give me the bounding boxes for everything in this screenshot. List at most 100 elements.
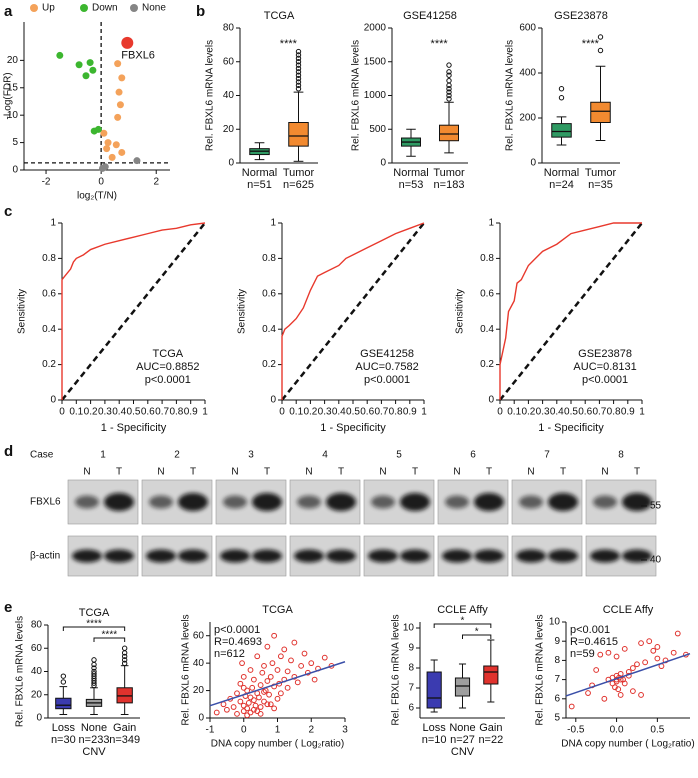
y-tick-label: 0.2: [480, 359, 494, 370]
point: [230, 704, 237, 710]
legend-label: Up: [42, 3, 55, 14]
point: [629, 665, 636, 671]
outlier: [295, 69, 302, 75]
outlier: [446, 86, 452, 92]
band: [371, 495, 395, 509]
reference-line: [61, 222, 206, 401]
band: [622, 493, 652, 511]
y-tick-label: 5: [554, 713, 560, 724]
case-number: 2: [174, 450, 180, 461]
x-axis-label: log₂(T/N): [77, 191, 117, 202]
point: [220, 701, 227, 708]
bracket: [93, 637, 126, 642]
y-tick-label: 10: [403, 623, 415, 634]
point: [254, 653, 261, 660]
point: [254, 708, 261, 715]
band: [622, 549, 652, 563]
x-tick-label: 0: [497, 407, 503, 418]
point: [94, 125, 102, 133]
point: [617, 692, 624, 698]
y-tick-label: 40: [31, 666, 43, 677]
band: [75, 495, 99, 509]
x-tick-label: 0.4: [112, 407, 126, 418]
band: [72, 549, 102, 563]
lane-label: N: [305, 467, 312, 478]
band: [104, 549, 134, 563]
y-tick-label: 60: [223, 56, 235, 67]
y-tick-label: 20: [7, 55, 19, 66]
outlier: [295, 52, 302, 58]
box: [454, 677, 471, 697]
point: [284, 684, 291, 691]
point: [674, 630, 681, 637]
band: [474, 549, 504, 563]
band: [442, 549, 472, 563]
point: [249, 684, 256, 691]
point: [101, 163, 109, 171]
y-tick-label: 60: [193, 630, 205, 641]
point: [103, 145, 111, 153]
x-tick-label: 0.2: [303, 407, 317, 418]
point: [261, 698, 267, 705]
panel-label: e: [4, 599, 12, 616]
annotation: n=59: [570, 648, 595, 660]
n-label: n=27: [450, 734, 475, 746]
point: [115, 88, 123, 96]
y-tick-label: 40: [223, 90, 235, 101]
reference-line: [281, 222, 425, 401]
y-axis-label: Rel. FBXL6 mRNA levels: [391, 614, 402, 725]
y-tick-label: 20: [223, 124, 235, 135]
outlier: [295, 75, 302, 82]
outlier: [60, 679, 67, 685]
x-tick-label: Loss: [52, 722, 76, 734]
x-tick-label: 0.8: [607, 407, 621, 418]
x-tick-label: 0.3: [318, 407, 332, 418]
y-axis-label: Rel. FBXL6 mRNA levels: [535, 614, 546, 725]
point: [274, 667, 281, 673]
panel-label: a: [4, 3, 13, 20]
band: [223, 495, 247, 509]
point: [257, 710, 264, 717]
annotation: GSE23878: [578, 348, 632, 360]
marker-label: 55: [650, 501, 662, 512]
annotation: AUC=0.7582: [355, 361, 418, 373]
significance: ****: [431, 38, 449, 50]
significance: *: [461, 616, 465, 627]
box: [590, 101, 611, 123]
chart-title: TCGA: [79, 607, 110, 619]
point: [274, 695, 281, 702]
x-tick-label: Gain: [479, 722, 502, 734]
x-axis-label: CNV: [82, 746, 106, 758]
point: [250, 706, 257, 713]
n-label: n=24: [549, 179, 574, 191]
x-tick-label: 0.7: [155, 407, 169, 418]
band: [474, 493, 504, 511]
x-tick-label: 0: [279, 407, 285, 418]
y-tick-label: 9: [554, 636, 560, 647]
case-number: 6: [470, 450, 476, 461]
point: [240, 702, 247, 709]
point: [257, 704, 264, 710]
n-label: n=22: [478, 734, 503, 746]
y-tick-label: 1: [488, 218, 494, 229]
y-tick-label: 6: [554, 693, 560, 704]
point: [269, 660, 276, 667]
point: [266, 691, 272, 698]
outlier: [446, 89, 452, 95]
x-tick-label: 0.9: [184, 407, 198, 418]
point: [621, 680, 628, 687]
x-tick-label: 0.3: [98, 407, 112, 418]
chart-title: GSE23878: [554, 10, 608, 22]
y-tick-label: 1: [270, 218, 276, 229]
annotation: TCGA: [153, 348, 184, 360]
y-tick-label: 0: [36, 713, 42, 724]
point: [257, 682, 264, 688]
point: [240, 673, 247, 680]
annotation: p<0.0001: [364, 374, 410, 386]
y-tick-label: 40: [193, 658, 205, 669]
outlier: [91, 671, 97, 677]
highlight-label: FBXL6: [121, 50, 155, 62]
x-tick-label: 0.7: [374, 407, 388, 418]
point: [264, 701, 271, 708]
x-axis-label: DNA copy number ( Log₂ratio): [211, 739, 344, 750]
